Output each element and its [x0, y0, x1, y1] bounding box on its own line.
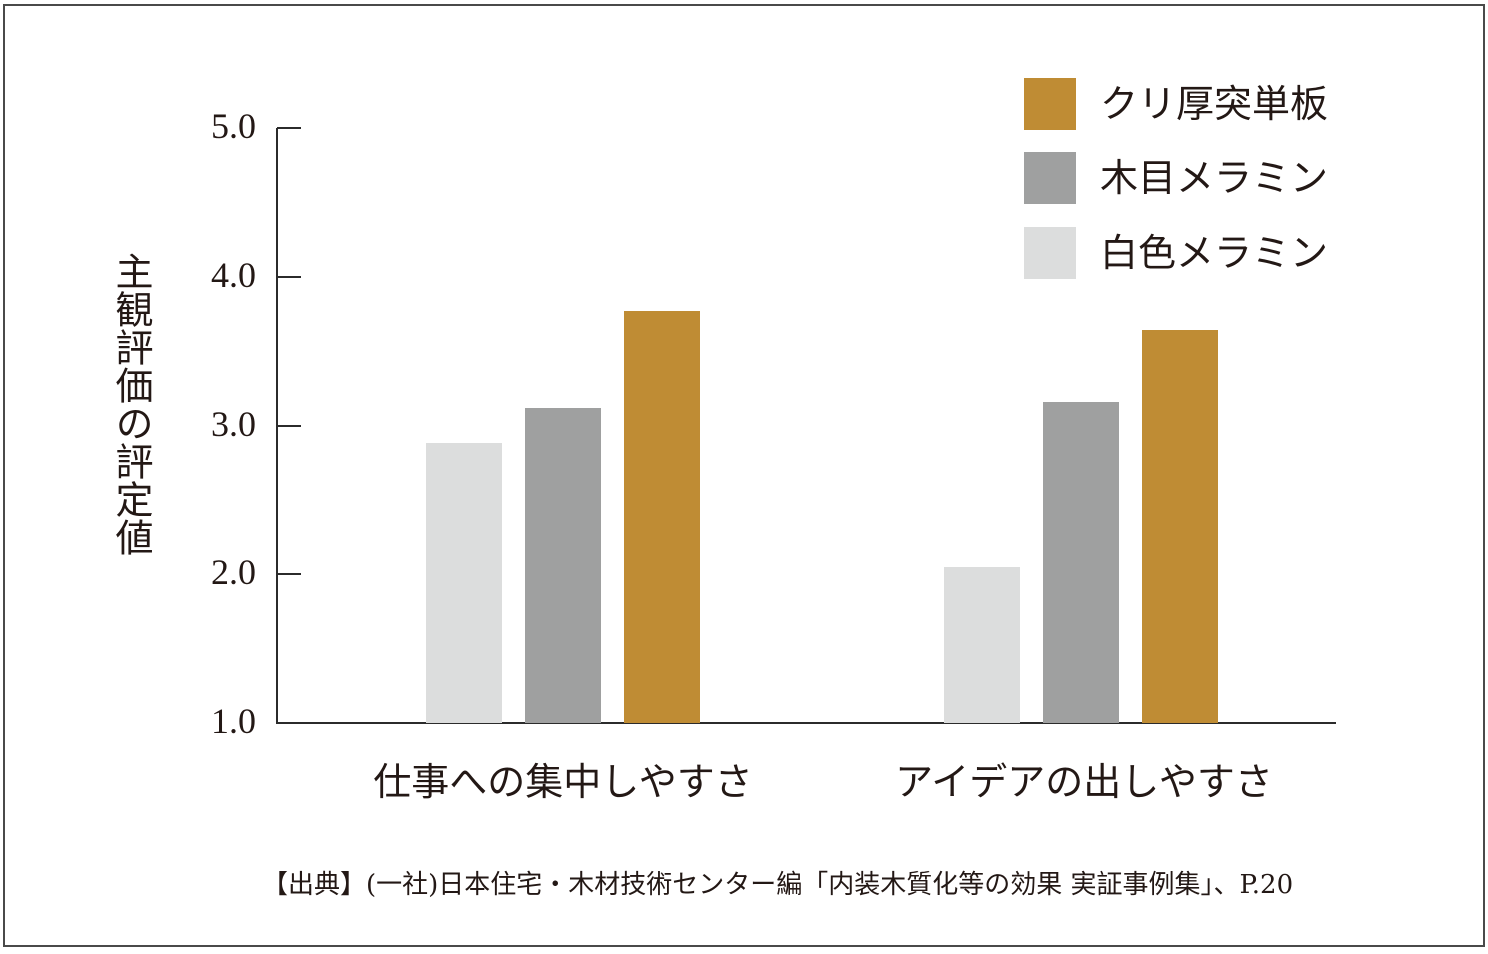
y-tick — [277, 573, 301, 576]
category-label: 仕事への集中しやすさ — [373, 760, 753, 804]
legend-label: 木目メラミン — [1100, 156, 1329, 200]
y-axis-label: 主観評価の評定値 — [109, 252, 153, 556]
y-tick-label: 1.0 — [211, 701, 256, 741]
y-tick-label: 3.0 — [211, 403, 256, 444]
legend-swatch — [1024, 78, 1076, 130]
category-label: アイデアの出しやすさ — [895, 760, 1273, 804]
bar — [624, 310, 700, 723]
chart-frame — [3, 4, 1485, 947]
bar — [944, 566, 1020, 723]
y-tick-label: 4.0 — [211, 254, 256, 295]
legend-swatch — [1024, 227, 1076, 279]
legend-swatch — [1024, 152, 1076, 204]
y-tick-label: 2.0 — [211, 552, 256, 593]
bar — [1142, 330, 1218, 723]
x-axis — [276, 722, 1336, 724]
bar — [1043, 401, 1119, 723]
bar — [426, 443, 502, 723]
legend-label: クリ厚突単板 — [1100, 82, 1329, 126]
y-tick-label: 5.0 — [211, 106, 256, 146]
y-tick — [277, 424, 301, 427]
legend-label: 白色メラミン — [1100, 231, 1329, 275]
source-note: 【出典】(一社)日本住宅・木材技術センター編「内装木質化等の効果 実証事例集」、… — [262, 870, 1294, 900]
bar — [525, 407, 601, 723]
y-tick — [277, 275, 301, 278]
y-tick — [277, 127, 301, 129]
